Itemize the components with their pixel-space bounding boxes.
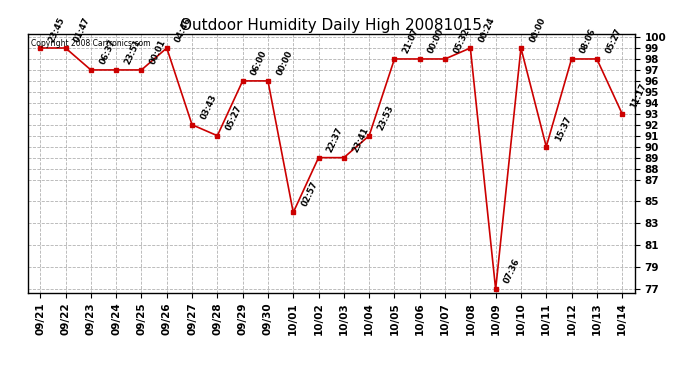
Text: 00:24: 00:24	[477, 16, 497, 44]
Text: 04:46: 04:46	[174, 16, 193, 44]
Text: 06:37: 06:37	[98, 38, 117, 66]
Text: 23:53: 23:53	[376, 104, 395, 132]
Text: 23:41: 23:41	[351, 125, 371, 153]
Text: 11:17: 11:17	[629, 82, 649, 110]
Text: 01:47: 01:47	[72, 16, 92, 44]
Text: 15:37: 15:37	[553, 115, 573, 142]
Text: 21:07: 21:07	[402, 27, 421, 55]
Title: Outdoor Humidity Daily High 20081015: Outdoor Humidity Daily High 20081015	[180, 18, 482, 33]
Text: 00:00: 00:00	[528, 16, 547, 44]
Text: 06:00: 06:00	[250, 49, 269, 77]
Text: 05:27: 05:27	[224, 104, 244, 132]
Text: 02:57: 02:57	[300, 180, 319, 208]
Text: 03:43: 03:43	[199, 93, 218, 121]
Text: 22:37: 22:37	[326, 126, 345, 153]
Text: 05:32: 05:32	[452, 27, 471, 55]
Text: 23:51: 23:51	[123, 38, 143, 66]
Text: Copyright 2008 Cartronics.com: Copyright 2008 Cartronics.com	[30, 39, 150, 48]
Text: 23:45: 23:45	[47, 16, 67, 44]
Text: 07:36: 07:36	[502, 257, 522, 285]
Text: 05:27: 05:27	[604, 27, 623, 55]
Text: 08:06: 08:06	[578, 27, 598, 55]
Text: 00:00: 00:00	[426, 27, 446, 55]
Text: 00:00: 00:00	[275, 49, 294, 77]
Text: 00:01: 00:01	[148, 38, 168, 66]
